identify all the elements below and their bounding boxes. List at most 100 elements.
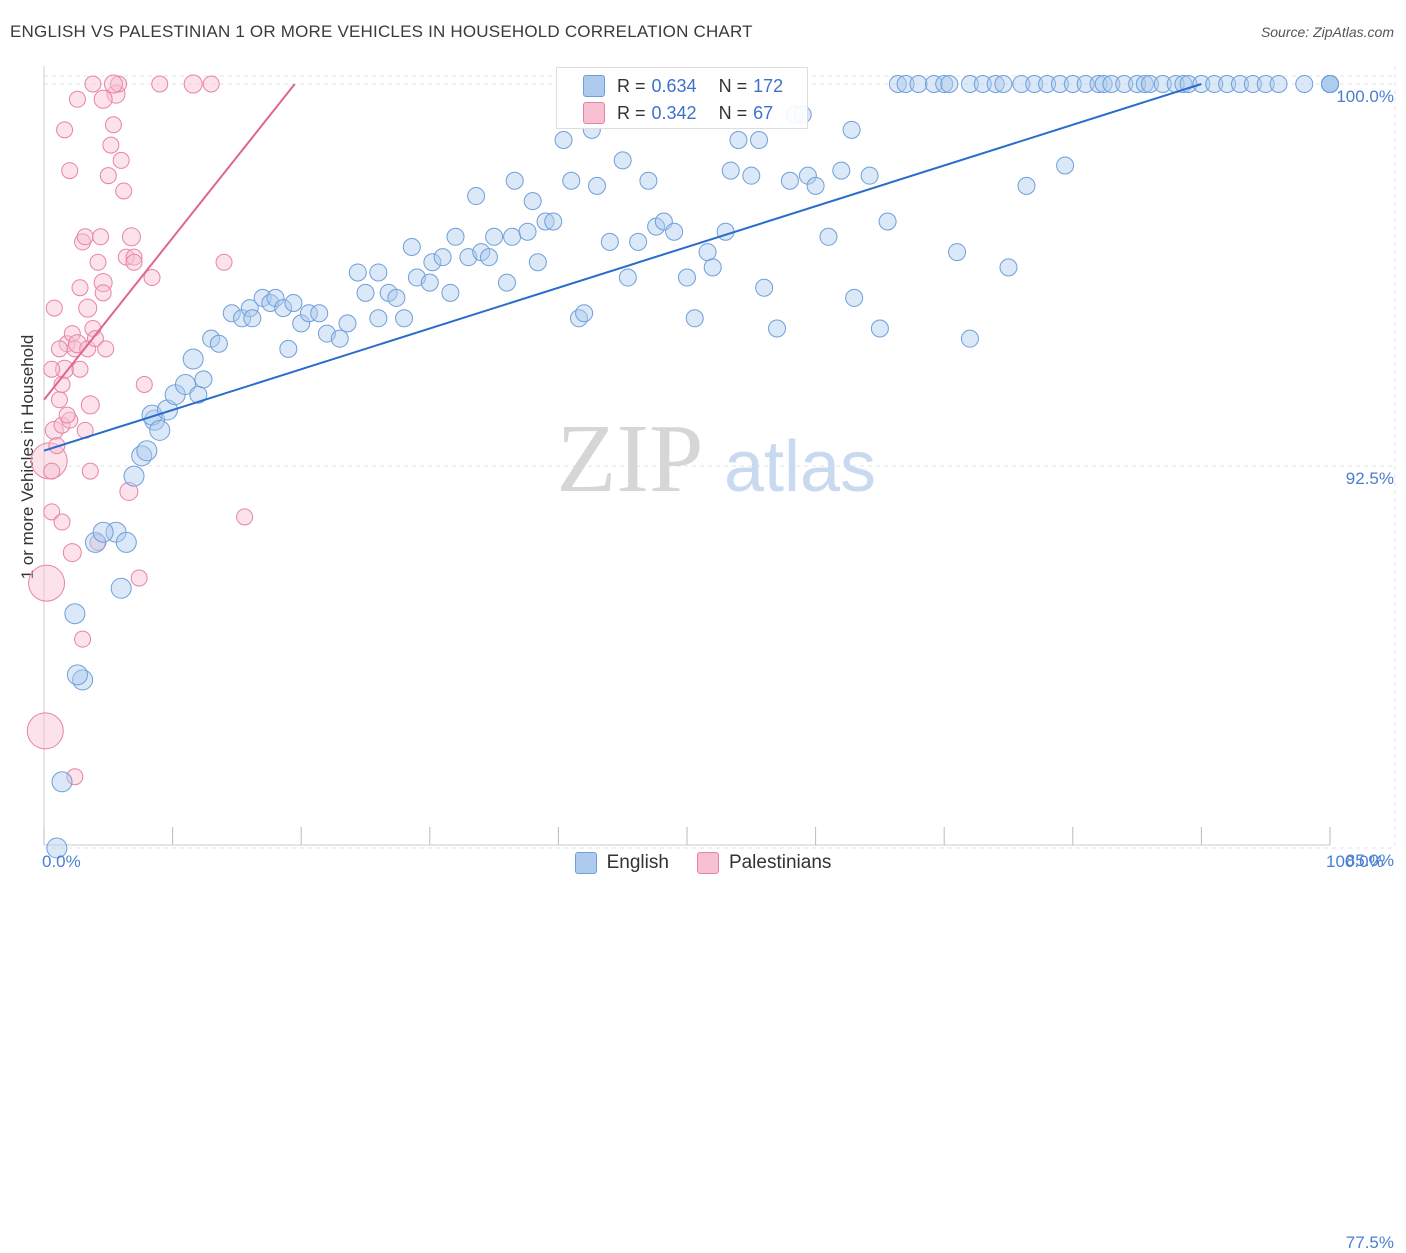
english-point	[423, 253, 442, 272]
palestinians-point	[143, 269, 161, 287]
english-point	[1256, 75, 1275, 93]
english-point	[742, 166, 761, 185]
palestinians-point	[112, 151, 130, 169]
english-point	[505, 171, 524, 190]
palestinians-point	[93, 89, 113, 109]
english-point	[240, 299, 259, 318]
english-point	[1135, 75, 1154, 93]
english-point	[1115, 75, 1134, 93]
legend-row-english: R = 0.634 N = 172	[583, 74, 783, 98]
series-label-palestinians: Palestinians	[728, 852, 832, 873]
english-point	[755, 278, 774, 297]
english-point	[845, 288, 864, 307]
english-point	[518, 222, 537, 241]
english-point	[1094, 75, 1113, 93]
legend-r-label: R =	[617, 75, 646, 96]
english-point	[115, 531, 137, 553]
grid-lines	[44, 66, 1396, 849]
legend-n-value: 67	[753, 102, 774, 123]
english-point	[973, 75, 992, 93]
english-point	[600, 232, 619, 251]
english-point	[110, 577, 132, 599]
palestinians-point	[80, 395, 100, 415]
english-point	[46, 837, 68, 859]
english-point	[888, 75, 907, 93]
english-point	[174, 374, 196, 396]
y-tick-label: 85.0%	[1345, 851, 1394, 870]
series-legend-english[interactable]: English	[574, 852, 669, 874]
english-point	[402, 237, 421, 256]
english-point	[1179, 75, 1198, 93]
palestinians-point	[84, 75, 102, 93]
palestinians-point	[58, 406, 76, 424]
english-point	[1269, 75, 1288, 93]
scatter-plot: ZIP atlas	[26, 66, 1396, 859]
english-point	[750, 131, 769, 150]
english-point	[51, 771, 73, 793]
palestinians-points	[26, 74, 254, 786]
english-point	[194, 370, 213, 389]
english-point	[528, 253, 547, 272]
series-legend-palestinians[interactable]: Palestinians	[696, 852, 832, 874]
palestinians-point	[151, 75, 169, 93]
english-point	[994, 75, 1013, 93]
english-point	[1128, 75, 1147, 93]
palestinians-point	[119, 481, 139, 501]
english-point	[698, 243, 717, 262]
english-point	[562, 171, 581, 190]
source-label: Source: ZipAtlas.com	[1260, 24, 1394, 40]
english-point	[870, 319, 889, 338]
english-point	[629, 232, 648, 251]
english-point	[842, 120, 861, 139]
legend-swatch-palestinians	[583, 102, 605, 124]
english-point	[1102, 75, 1121, 93]
english-point	[330, 329, 349, 348]
palestinians-point	[43, 462, 61, 480]
palestinians-point	[53, 513, 71, 531]
english-point	[136, 440, 158, 462]
english-point	[999, 258, 1018, 277]
english-point	[64, 603, 86, 625]
english-point	[1012, 75, 1031, 93]
english-point	[721, 161, 740, 180]
palestinians-point	[130, 569, 148, 587]
series-label-english: English	[606, 852, 669, 873]
english-point	[986, 75, 1005, 93]
palestinians-point	[125, 248, 143, 266]
legend-swatch-english	[583, 75, 605, 97]
english-point	[806, 176, 825, 195]
palestinians-point	[43, 503, 61, 521]
palestinians-point	[102, 136, 120, 154]
english-point	[618, 268, 637, 287]
english-point	[960, 329, 979, 348]
english-point	[1050, 75, 1069, 93]
watermark-atlas: atlas	[724, 427, 876, 507]
palestinians-point	[215, 253, 233, 271]
palestinians-point	[99, 167, 117, 185]
series-legend: English Palestinians	[0, 852, 1406, 874]
english-point	[222, 304, 241, 323]
english-point	[266, 288, 285, 307]
english-point	[274, 299, 293, 318]
trend-lines	[43, 83, 1202, 452]
english-point	[1153, 75, 1172, 93]
palestinians-point	[50, 340, 68, 358]
legend-r-value: 0.634	[651, 75, 697, 96]
palestinians-point	[89, 533, 107, 551]
english-point	[703, 258, 722, 277]
legend-r-label: R =	[617, 102, 646, 123]
x-tick-max: 100.0%	[1326, 852, 1384, 871]
english-point	[182, 348, 204, 370]
palestinians-point	[28, 564, 66, 602]
legend-row-palestinians: R = 0.342 N = 67	[583, 101, 773, 125]
english-point	[544, 212, 563, 231]
english-point	[1205, 75, 1224, 93]
english-point	[1038, 75, 1057, 93]
english-point	[665, 222, 684, 241]
palestinians-point	[45, 299, 63, 317]
english-point	[1140, 75, 1159, 93]
palestinians-point	[236, 508, 254, 526]
palestinians-point	[61, 411, 79, 429]
palestinians-point	[104, 116, 122, 134]
palestinians-point	[43, 360, 61, 378]
